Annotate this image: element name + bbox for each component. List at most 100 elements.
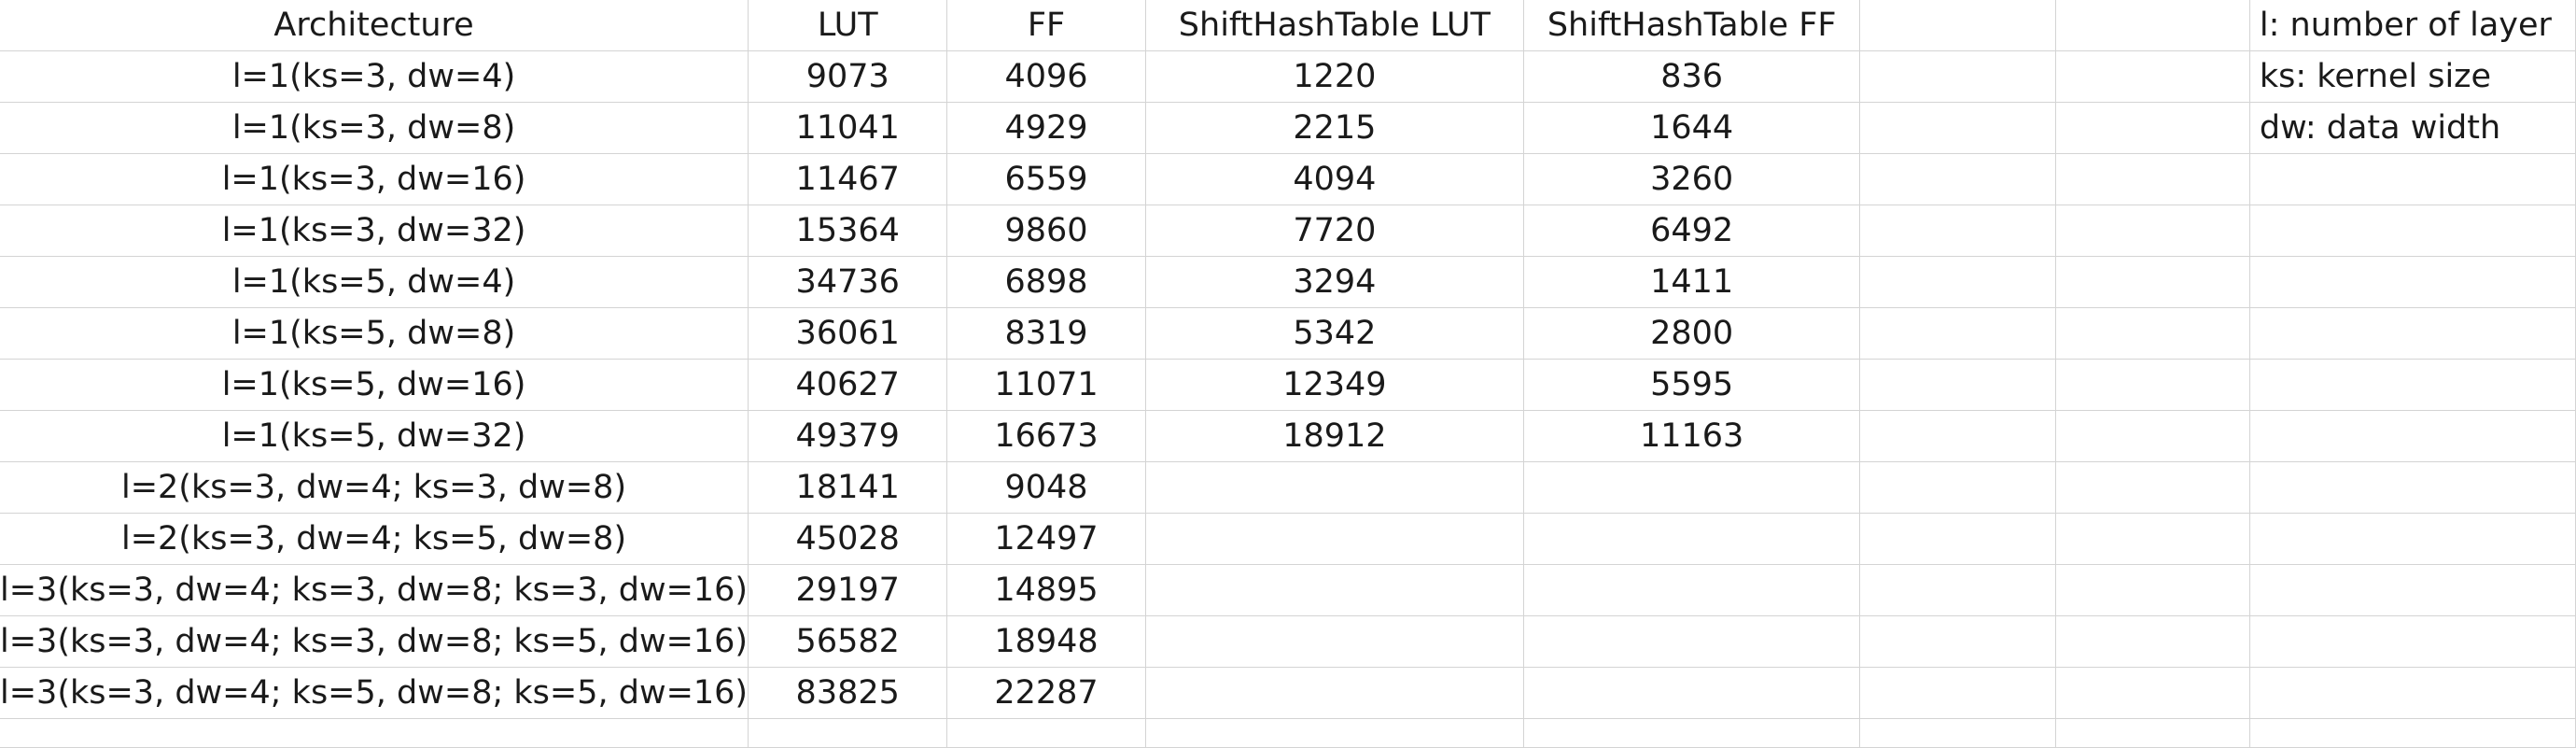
empty-cell[interactable]: [2055, 307, 2250, 360]
empty-cell[interactable]: [1859, 513, 2056, 565]
value-cell[interactable]: 6898: [946, 256, 1146, 308]
empty-cell[interactable]: [1145, 615, 1525, 668]
empty-cell[interactable]: [1145, 667, 1525, 719]
architecture-cell[interactable]: l=1(ks=3, dw=16): [0, 153, 749, 205]
empty-cell[interactable]: [1859, 667, 2056, 719]
legend-note-cell[interactable]: ks: kernel size: [2249, 50, 2576, 103]
empty-cell[interactable]: [748, 718, 948, 748]
empty-cell[interactable]: [1859, 410, 2056, 462]
empty-cell[interactable]: [2249, 615, 2576, 668]
empty-cell[interactable]: [1859, 564, 2056, 616]
empty-cell[interactable]: [2249, 256, 2576, 308]
empty-cell[interactable]: [1859, 256, 2056, 308]
empty-cell[interactable]: [1859, 615, 2056, 668]
empty-cell[interactable]: [2055, 410, 2250, 462]
architecture-cell[interactable]: l=1(ks=3, dw=4): [0, 50, 749, 103]
empty-cell[interactable]: [946, 718, 1146, 748]
empty-cell[interactable]: [1859, 0, 2056, 51]
value-cell[interactable]: 40627: [748, 359, 948, 411]
value-cell[interactable]: 4929: [946, 102, 1146, 154]
value-cell[interactable]: 83825: [748, 667, 948, 719]
value-cell[interactable]: 4094: [1145, 153, 1525, 205]
architecture-cell[interactable]: l=1(ks=5, dw=4): [0, 256, 749, 308]
empty-cell[interactable]: [1523, 667, 1861, 719]
value-cell[interactable]: 11163: [1523, 410, 1861, 462]
value-cell[interactable]: 9860: [946, 205, 1146, 257]
value-cell[interactable]: 4096: [946, 50, 1146, 103]
empty-cell[interactable]: [1859, 153, 2056, 205]
architecture-cell[interactable]: l=1(ks=3, dw=8): [0, 102, 749, 154]
empty-cell[interactable]: [1859, 102, 2056, 154]
empty-cell[interactable]: [2055, 256, 2250, 308]
value-cell[interactable]: 1220: [1145, 50, 1525, 103]
empty-cell[interactable]: [2055, 153, 2250, 205]
value-cell[interactable]: 11041: [748, 102, 948, 154]
value-cell[interactable]: 36061: [748, 307, 948, 360]
value-cell[interactable]: 5595: [1523, 359, 1861, 411]
architecture-cell[interactable]: l=3(ks=3, dw=4; ks=5, dw=8; ks=5, dw=16): [0, 667, 749, 719]
value-cell[interactable]: 15364: [748, 205, 948, 257]
empty-cell[interactable]: [2249, 153, 2576, 205]
value-cell[interactable]: 3294: [1145, 256, 1525, 308]
value-cell[interactable]: 1644: [1523, 102, 1861, 154]
empty-cell[interactable]: [1523, 513, 1861, 565]
column-header-cell[interactable]: FF: [946, 0, 1146, 51]
empty-cell[interactable]: [2249, 667, 2576, 719]
column-header-cell[interactable]: ShiftHashTable FF: [1523, 0, 1861, 51]
empty-cell[interactable]: [2055, 461, 2250, 514]
empty-cell[interactable]: [2055, 102, 2250, 154]
empty-cell[interactable]: [2249, 359, 2576, 411]
value-cell[interactable]: 16673: [946, 410, 1146, 462]
value-cell[interactable]: 9048: [946, 461, 1146, 514]
empty-cell[interactable]: [2055, 0, 2250, 51]
architecture-cell[interactable]: l=3(ks=3, dw=4; ks=3, dw=8; ks=3, dw=16): [0, 564, 749, 616]
value-cell[interactable]: 7720: [1145, 205, 1525, 257]
empty-cell[interactable]: [1523, 718, 1861, 748]
value-cell[interactable]: 45028: [748, 513, 948, 565]
empty-cell[interactable]: [2249, 461, 2576, 514]
value-cell[interactable]: 12349: [1145, 359, 1525, 411]
value-cell[interactable]: 836: [1523, 50, 1861, 103]
value-cell[interactable]: 18912: [1145, 410, 1525, 462]
value-cell[interactable]: 11467: [748, 153, 948, 205]
empty-cell[interactable]: [1859, 718, 2056, 748]
value-cell[interactable]: 49379: [748, 410, 948, 462]
value-cell[interactable]: 9073: [748, 50, 948, 103]
empty-cell[interactable]: [2055, 359, 2250, 411]
value-cell[interactable]: 14895: [946, 564, 1146, 616]
empty-cell[interactable]: [1859, 50, 2056, 103]
empty-cell[interactable]: [1859, 461, 2056, 514]
value-cell[interactable]: 12497: [946, 513, 1146, 565]
value-cell[interactable]: 29197: [748, 564, 948, 616]
empty-cell[interactable]: [2055, 615, 2250, 668]
value-cell[interactable]: 34736: [748, 256, 948, 308]
value-cell[interactable]: 18141: [748, 461, 948, 514]
architecture-cell[interactable]: l=2(ks=3, dw=4; ks=3, dw=8): [0, 461, 749, 514]
empty-cell[interactable]: [2249, 410, 2576, 462]
empty-cell[interactable]: [2055, 564, 2250, 616]
architecture-cell[interactable]: l=1(ks=5, dw=32): [0, 410, 749, 462]
empty-cell[interactable]: [1145, 513, 1525, 565]
value-cell[interactable]: 18948: [946, 615, 1146, 668]
empty-cell[interactable]: [1859, 205, 2056, 257]
empty-cell[interactable]: [2055, 718, 2250, 748]
value-cell[interactable]: 22287: [946, 667, 1146, 719]
architecture-cell[interactable]: l=1(ks=3, dw=32): [0, 205, 749, 257]
empty-cell[interactable]: [1523, 461, 1861, 514]
empty-cell[interactable]: [1859, 307, 2056, 360]
empty-cell[interactable]: [2055, 513, 2250, 565]
empty-cell[interactable]: [1145, 718, 1525, 748]
empty-cell[interactable]: [2055, 50, 2250, 103]
architecture-cell[interactable]: l=1(ks=5, dw=8): [0, 307, 749, 360]
empty-cell[interactable]: [1523, 564, 1861, 616]
value-cell[interactable]: 2215: [1145, 102, 1525, 154]
empty-cell[interactable]: [2249, 205, 2576, 257]
empty-cell[interactable]: [2249, 564, 2576, 616]
architecture-cell[interactable]: l=1(ks=5, dw=16): [0, 359, 749, 411]
empty-cell[interactable]: [1145, 461, 1525, 514]
empty-cell[interactable]: [1523, 615, 1861, 668]
empty-cell[interactable]: [2249, 513, 2576, 565]
empty-cell[interactable]: [2249, 718, 2576, 748]
value-cell[interactable]: 5342: [1145, 307, 1525, 360]
empty-cell[interactable]: [2055, 205, 2250, 257]
